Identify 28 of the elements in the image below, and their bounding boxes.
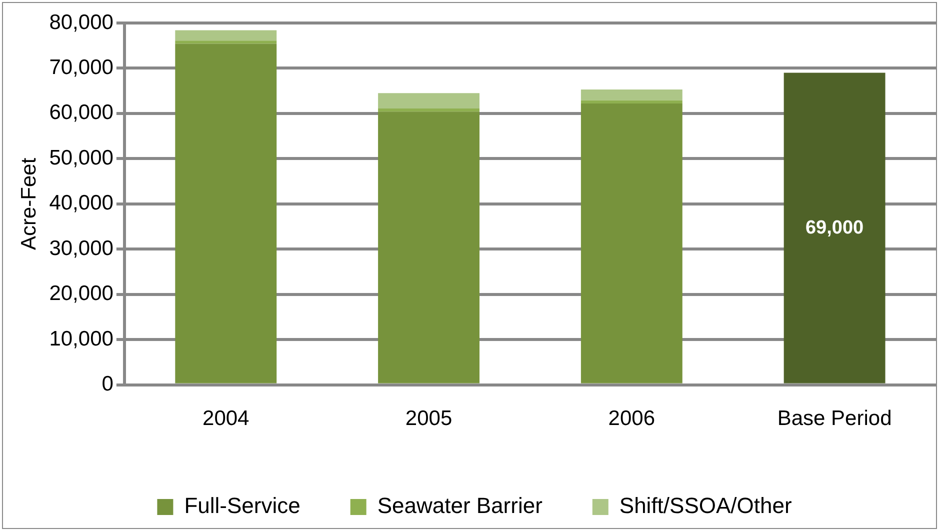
y-axis-title: Acre-Feet xyxy=(17,158,40,250)
y-tick-label: 30,000 xyxy=(49,236,114,260)
y-tick-label: 70,000 xyxy=(49,56,114,80)
bar xyxy=(175,30,277,41)
legend-label: Seawater Barrier xyxy=(377,493,542,518)
legend-label: Full-Service xyxy=(184,493,300,518)
bar xyxy=(580,100,682,104)
y-tick-label: 40,000 xyxy=(49,192,114,215)
x-tick-label: 2006 xyxy=(608,407,656,430)
bar xyxy=(378,93,480,108)
y-tick-label: 50,000 xyxy=(49,146,114,170)
bar xyxy=(175,44,277,384)
x-tick-label: Base Period xyxy=(777,407,892,430)
legend-label: Shift/SSOA/Other xyxy=(619,493,792,518)
bar xyxy=(580,89,682,100)
y-tick-label: 80,000 xyxy=(49,10,114,34)
x-tick-label: 2005 xyxy=(405,407,452,430)
y-tick-label: 10,000 xyxy=(49,327,114,350)
data-label: 69,000 xyxy=(805,217,864,238)
bar xyxy=(175,40,277,44)
bar xyxy=(378,112,480,384)
bar xyxy=(378,108,480,112)
y-tick-label: 20,000 xyxy=(49,282,114,306)
bar xyxy=(580,104,682,384)
x-tick-label: 2004 xyxy=(202,407,250,430)
y-tick-label: 60,000 xyxy=(49,101,114,124)
y-tick-label: 0 xyxy=(102,372,114,396)
bar xyxy=(784,72,886,384)
